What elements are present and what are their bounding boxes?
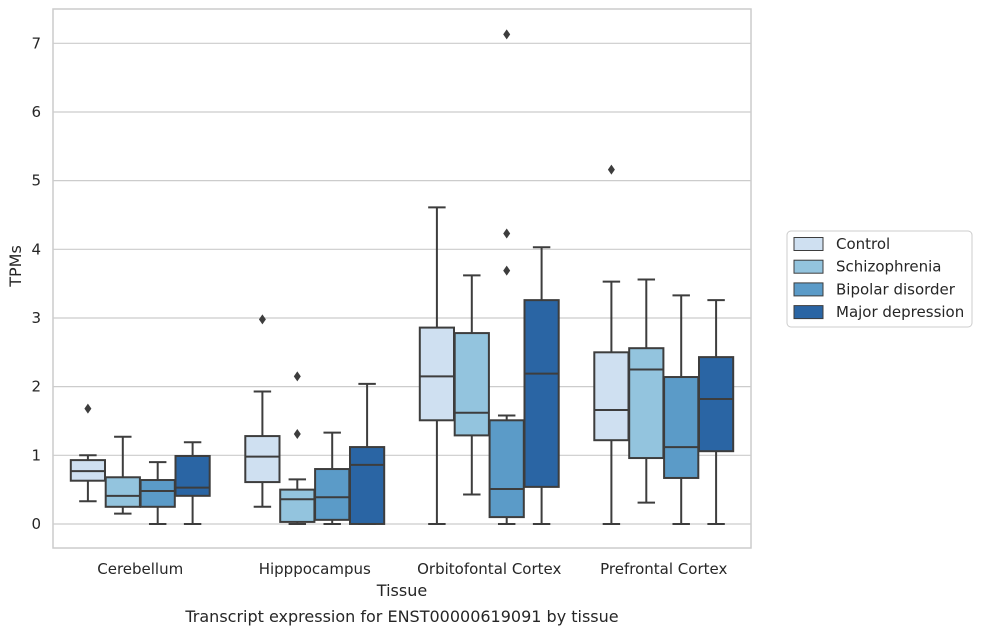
box-iqr xyxy=(418,326,456,422)
box-2-3 xyxy=(523,246,560,525)
box-iqr xyxy=(488,419,525,519)
box-0-1 xyxy=(104,435,141,515)
legend-swatch xyxy=(793,237,824,251)
outlier-point xyxy=(503,29,511,40)
box-2-2 xyxy=(488,29,525,525)
legend: Control Schizophrenia Bipolar disorder Majo… xyxy=(786,230,973,328)
plot-frame xyxy=(52,8,752,549)
legend-label: Control xyxy=(836,235,890,253)
y-tick-label: 1 xyxy=(31,446,41,464)
y-tick-label: 5 xyxy=(31,172,41,190)
outlier-point xyxy=(607,164,615,175)
box-3-3 xyxy=(697,299,735,525)
x-tick-label: Hipppocampus xyxy=(259,560,371,578)
box-3-0 xyxy=(593,164,630,525)
legend-label: Bipolar disorder xyxy=(836,280,956,298)
legend-label: Major depression xyxy=(836,303,964,321)
x-tick-label: Orbitofontal Cortex xyxy=(417,560,561,578)
box-iqr xyxy=(314,468,351,521)
chart-caption: Transcript expression for ENST0000061909… xyxy=(184,607,618,626)
box-iqr xyxy=(139,479,176,508)
y-tick-labels: 0 1 2 3 4 5 6 7 xyxy=(31,34,41,533)
box-2-0 xyxy=(418,206,456,525)
y-axis-title: TPMs xyxy=(6,245,25,288)
box-iqr xyxy=(244,435,281,484)
legend-swatch xyxy=(793,282,824,297)
box-iqr xyxy=(279,488,316,523)
outlier-point xyxy=(503,228,511,239)
legend-swatch xyxy=(793,259,824,274)
box-2-1 xyxy=(453,274,490,496)
legend-label: Schizophrenia xyxy=(836,258,941,276)
x-tick-labels: Cerebellum Hipppocampus Orbitofontal Corte… xyxy=(97,560,727,578)
box-iqr xyxy=(697,356,735,453)
box-iqr xyxy=(628,347,665,460)
y-tick-label: 6 xyxy=(31,103,41,121)
y-tick-label: 7 xyxy=(31,34,41,52)
y-tick-label: 3 xyxy=(31,309,41,327)
x-tick-label: Cerebellum xyxy=(97,560,183,578)
box-iqr xyxy=(593,351,630,442)
outlier-point xyxy=(258,314,266,325)
box-0-3 xyxy=(174,441,211,525)
box-0-2 xyxy=(139,461,176,525)
outlier-point xyxy=(293,371,301,382)
legend-frame xyxy=(786,230,973,328)
box-iqr xyxy=(453,332,490,437)
y-tick-label: 0 xyxy=(31,515,41,533)
box-iqr xyxy=(523,299,560,488)
box-1-2 xyxy=(314,431,351,525)
box-3-1 xyxy=(628,278,665,504)
box-iqr xyxy=(348,446,386,525)
outlier-point xyxy=(84,403,92,414)
box-3-2 xyxy=(663,294,700,525)
x-tick-label: Prefrontal Cortex xyxy=(600,560,727,578)
outlier-point xyxy=(293,429,301,440)
box-iqr xyxy=(174,454,211,497)
box-1-3 xyxy=(348,382,386,525)
grid-lines xyxy=(53,42,751,525)
y-tick-label: 4 xyxy=(31,240,41,258)
box-0-0 xyxy=(69,403,107,503)
box-iqr xyxy=(663,376,700,479)
box-iqr xyxy=(104,476,141,508)
box-1-1 xyxy=(279,371,316,525)
legend-swatch xyxy=(793,305,824,320)
y-tick-label: 2 xyxy=(31,378,41,396)
outlier-point xyxy=(503,265,511,276)
box-layer xyxy=(69,29,735,525)
box-1-0 xyxy=(244,314,281,508)
x-axis-title: Tissue xyxy=(376,581,427,600)
